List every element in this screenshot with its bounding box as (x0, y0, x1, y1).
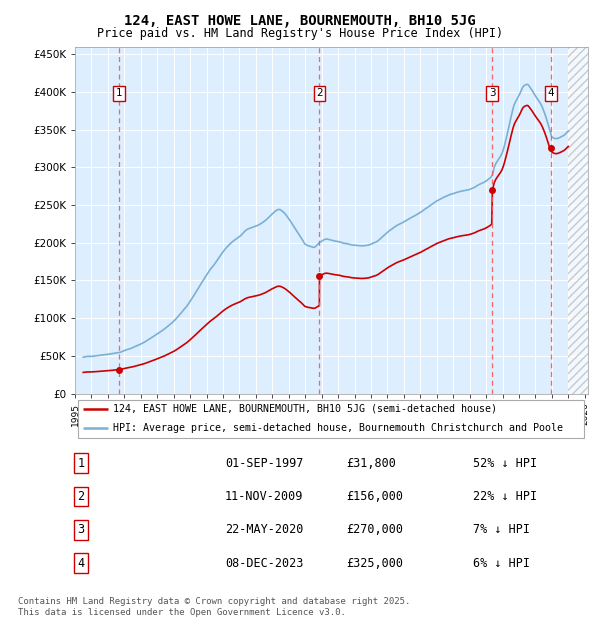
Bar (568, 46, 588, 394)
FancyBboxPatch shape (77, 400, 584, 438)
Text: 08-DEC-2023: 08-DEC-2023 (225, 557, 304, 570)
Text: 22% ↓ HPI: 22% ↓ HPI (473, 490, 537, 503)
Text: £31,800: £31,800 (346, 456, 396, 469)
Text: 124, EAST HOWE LANE, BOURNEMOUTH, BH10 5JG: 124, EAST HOWE LANE, BOURNEMOUTH, BH10 5… (124, 14, 476, 28)
Text: £325,000: £325,000 (346, 557, 403, 570)
Text: 52% ↓ HPI: 52% ↓ HPI (473, 456, 537, 469)
Text: 124, EAST HOWE LANE, BOURNEMOUTH, BH10 5JG (semi-detached house): 124, EAST HOWE LANE, BOURNEMOUTH, BH10 5… (113, 404, 497, 414)
Text: 11-NOV-2009: 11-NOV-2009 (225, 490, 304, 503)
Text: 2: 2 (316, 89, 323, 99)
Text: 1: 1 (116, 89, 122, 99)
Text: 01-SEP-1997: 01-SEP-1997 (225, 456, 304, 469)
Text: 1: 1 (77, 456, 85, 469)
Text: £156,000: £156,000 (346, 490, 403, 503)
Text: 7% ↓ HPI: 7% ↓ HPI (473, 523, 530, 536)
Text: 22-MAY-2020: 22-MAY-2020 (225, 523, 304, 536)
Text: Contains HM Land Registry data © Crown copyright and database right 2025.
This d: Contains HM Land Registry data © Crown c… (18, 598, 410, 617)
Text: Price paid vs. HM Land Registry's House Price Index (HPI): Price paid vs. HM Land Registry's House … (97, 27, 503, 40)
Text: 3: 3 (489, 89, 496, 99)
Text: 4: 4 (77, 557, 85, 570)
Text: 6% ↓ HPI: 6% ↓ HPI (473, 557, 530, 570)
Text: 3: 3 (77, 523, 85, 536)
Text: 2: 2 (77, 490, 85, 503)
Text: HPI: Average price, semi-detached house, Bournemouth Christchurch and Poole: HPI: Average price, semi-detached house,… (113, 423, 563, 433)
Text: £270,000: £270,000 (346, 523, 403, 536)
Text: 4: 4 (547, 89, 554, 99)
